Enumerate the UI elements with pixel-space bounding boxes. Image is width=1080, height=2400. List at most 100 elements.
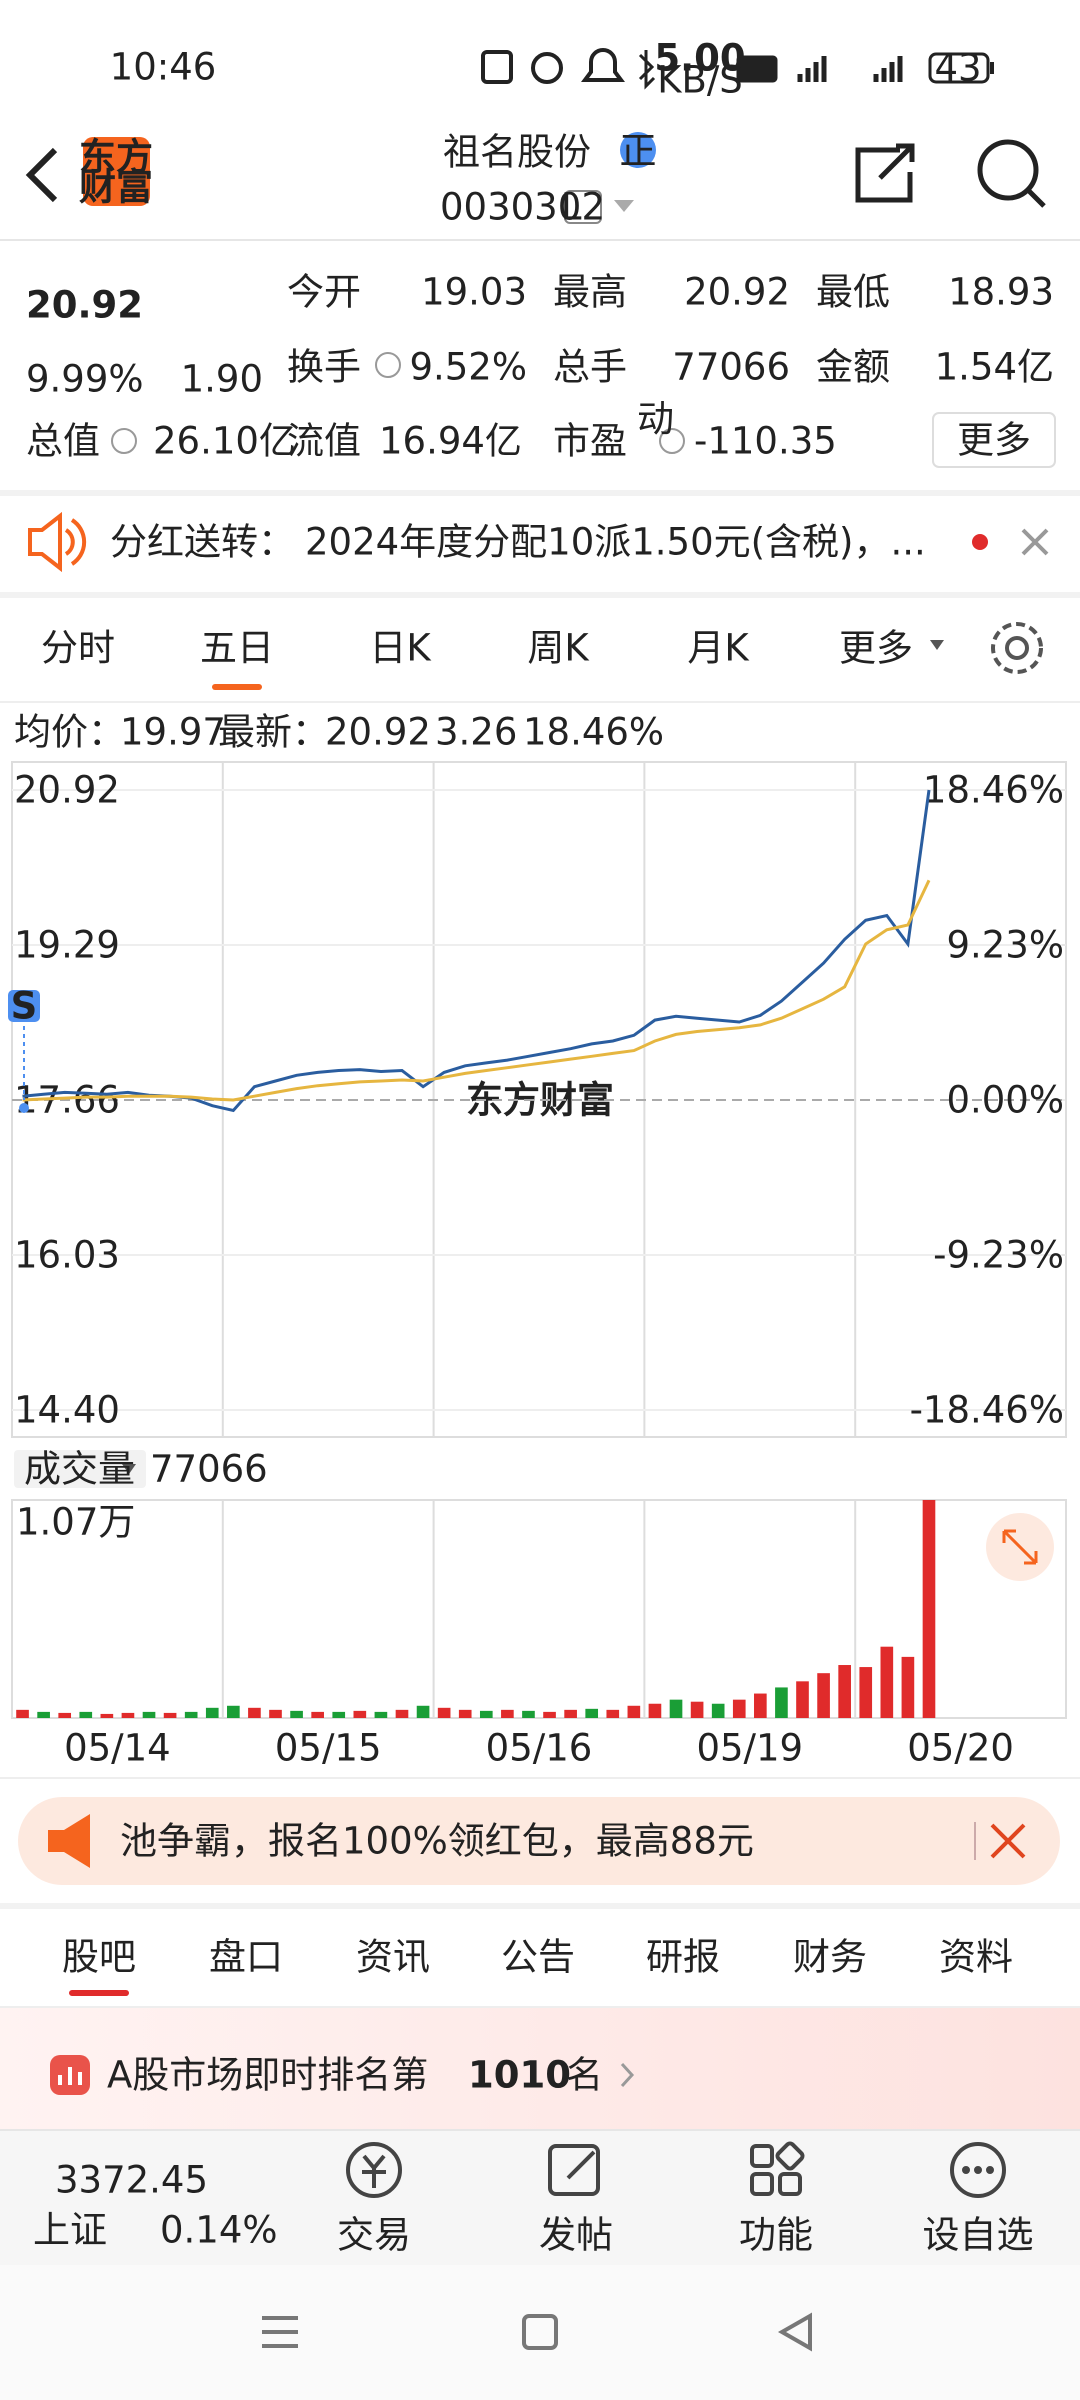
- field-value: 19.03: [421, 271, 527, 314]
- ad-banner[interactable]: [18, 1797, 1060, 1885]
- ad-close[interactable]: [990, 1823, 1026, 1859]
- content-tab[interactable]: 股吧: [62, 1936, 136, 1979]
- ad-icon: [48, 1814, 90, 1868]
- logo[interactable]: [83, 137, 150, 206]
- volume-bar: [669, 1699, 683, 1718]
- y-tick-label: 19.29: [14, 924, 120, 967]
- stock-name: 祖名股份: [443, 131, 591, 174]
- volume-selector[interactable]: [14, 1450, 146, 1488]
- volume-bar: [711, 1703, 725, 1718]
- stock-code: 003030: [440, 186, 581, 229]
- bottom-nav-bg: [0, 2130, 1080, 2265]
- level: L2: [561, 186, 605, 229]
- content-tab[interactable]: 资料: [939, 1936, 1013, 1979]
- system-nav[interactable]: [262, 2312, 812, 2352]
- volume-bar: [732, 1699, 746, 1718]
- chart-tab[interactable]: 更多: [839, 627, 913, 670]
- share-button[interactable]: [855, 143, 915, 203]
- content-tab[interactable]: 资讯: [356, 1936, 430, 1979]
- back-button[interactable]: [25, 147, 58, 203]
- field-label: 总手: [553, 346, 627, 389]
- volume-bar: [16, 1709, 29, 1718]
- field-value: 16.94亿: [379, 420, 522, 463]
- divider: [0, 1903, 1080, 1909]
- avg-line: [22, 879, 931, 1102]
- logo-text: 东方: [79, 136, 153, 179]
- nav-label[interactable]: 功能: [739, 2214, 813, 2257]
- settings-button[interactable]: [991, 622, 1043, 674]
- volume-tick-label: 1.07万: [16, 1501, 135, 1544]
- rank-arrow[interactable]: [620, 2062, 635, 2088]
- volume-bar: [142, 1711, 156, 1718]
- volume-label: 成交量: [24, 1448, 135, 1491]
- status-icons: [481, 48, 994, 90]
- index-value: 3372.45: [55, 2159, 208, 2202]
- expand-icon: [1002, 1529, 1038, 1565]
- divider: [0, 592, 1080, 598]
- field-sup: 动: [637, 398, 674, 441]
- volume-bar: [501, 1709, 514, 1718]
- content-tab[interactable]: 财务: [793, 1936, 867, 1979]
- search-button[interactable]: [977, 139, 1046, 208]
- field-value: -110.35: [694, 420, 837, 463]
- nav-label[interactable]: 交易: [337, 2214, 411, 2257]
- volume-bar: [205, 1707, 219, 1718]
- rank-prefix: A股市场即时排名第: [107, 2054, 428, 2097]
- chart-tab[interactable]: 周K: [527, 627, 590, 670]
- content-tab[interactable]: 盘口: [209, 1936, 283, 1979]
- y2-tick-label: -9.23%: [933, 1234, 1064, 1277]
- volume-bar: [332, 1711, 346, 1718]
- nav-label[interactable]: 设自选: [923, 2214, 1034, 2257]
- last-change-pct: 18.46%: [523, 711, 664, 754]
- volume-bar: [121, 1712, 135, 1718]
- y-tick-label: 14.40: [14, 1389, 120, 1432]
- volume-bar: [311, 1711, 324, 1718]
- volume-bar: [606, 1709, 620, 1718]
- field-label: 流值: [287, 420, 361, 463]
- nav-label[interactable]: 发帖: [539, 2214, 613, 2257]
- field-value: 1.54亿: [935, 346, 1054, 389]
- code-dropdown[interactable]: [614, 200, 634, 212]
- more-arrow: [930, 640, 944, 650]
- content-tab[interactable]: 研报: [646, 1936, 720, 1979]
- divider: [0, 490, 1080, 496]
- volume-bar: [458, 1709, 472, 1718]
- volume-bar: [58, 1712, 72, 1718]
- y-tick-label: 20.92: [14, 769, 120, 812]
- rank-suffix: 名: [566, 2054, 603, 2097]
- field-label: 市盈: [553, 420, 627, 463]
- volume-bar: [564, 1709, 577, 1718]
- volume-bar: [79, 1711, 93, 1718]
- y2-tick-label: -18.46%: [910, 1389, 1064, 1432]
- last-label: 最新：: [218, 711, 329, 754]
- change-pct: 9.99%: [26, 358, 144, 401]
- volume-bar: [690, 1701, 704, 1718]
- price: 20.92: [26, 284, 143, 327]
- x-tick-label: 05/19: [696, 1727, 803, 1770]
- rank-number: 1010: [468, 2054, 571, 2097]
- rank-icon-bars: [58, 2067, 82, 2085]
- last-value: 20.92: [325, 711, 431, 754]
- net-speed-unit: KB/S: [657, 59, 743, 102]
- more-button[interactable]: [932, 412, 1056, 468]
- volume-bar: [37, 1711, 50, 1718]
- notice-text: 2024年度分配10派1.50元(含税)，...: [305, 521, 926, 564]
- chart-tab[interactable]: 日K: [369, 627, 432, 670]
- volume-bar: [880, 1646, 894, 1718]
- marker-label: S: [11, 985, 38, 1028]
- tab-indicator: [69, 1990, 129, 1996]
- notice-close[interactable]: [1021, 528, 1049, 556]
- volume-bar: [522, 1710, 535, 1718]
- content-tab[interactable]: 公告: [501, 1936, 575, 1979]
- badge: 正: [620, 130, 657, 173]
- field-label: 今开: [287, 271, 361, 314]
- chart-tab[interactable]: 分时: [41, 627, 115, 670]
- chart-tab[interactable]: 五日: [200, 627, 274, 670]
- chart-tab[interactable]: 月K: [687, 627, 750, 670]
- logo-text: 财富: [79, 166, 153, 209]
- info-icons: [111, 352, 685, 454]
- tab-indicator: [212, 684, 262, 690]
- notice-icon: [28, 511, 87, 573]
- index-change: 0.14%: [160, 2209, 278, 2252]
